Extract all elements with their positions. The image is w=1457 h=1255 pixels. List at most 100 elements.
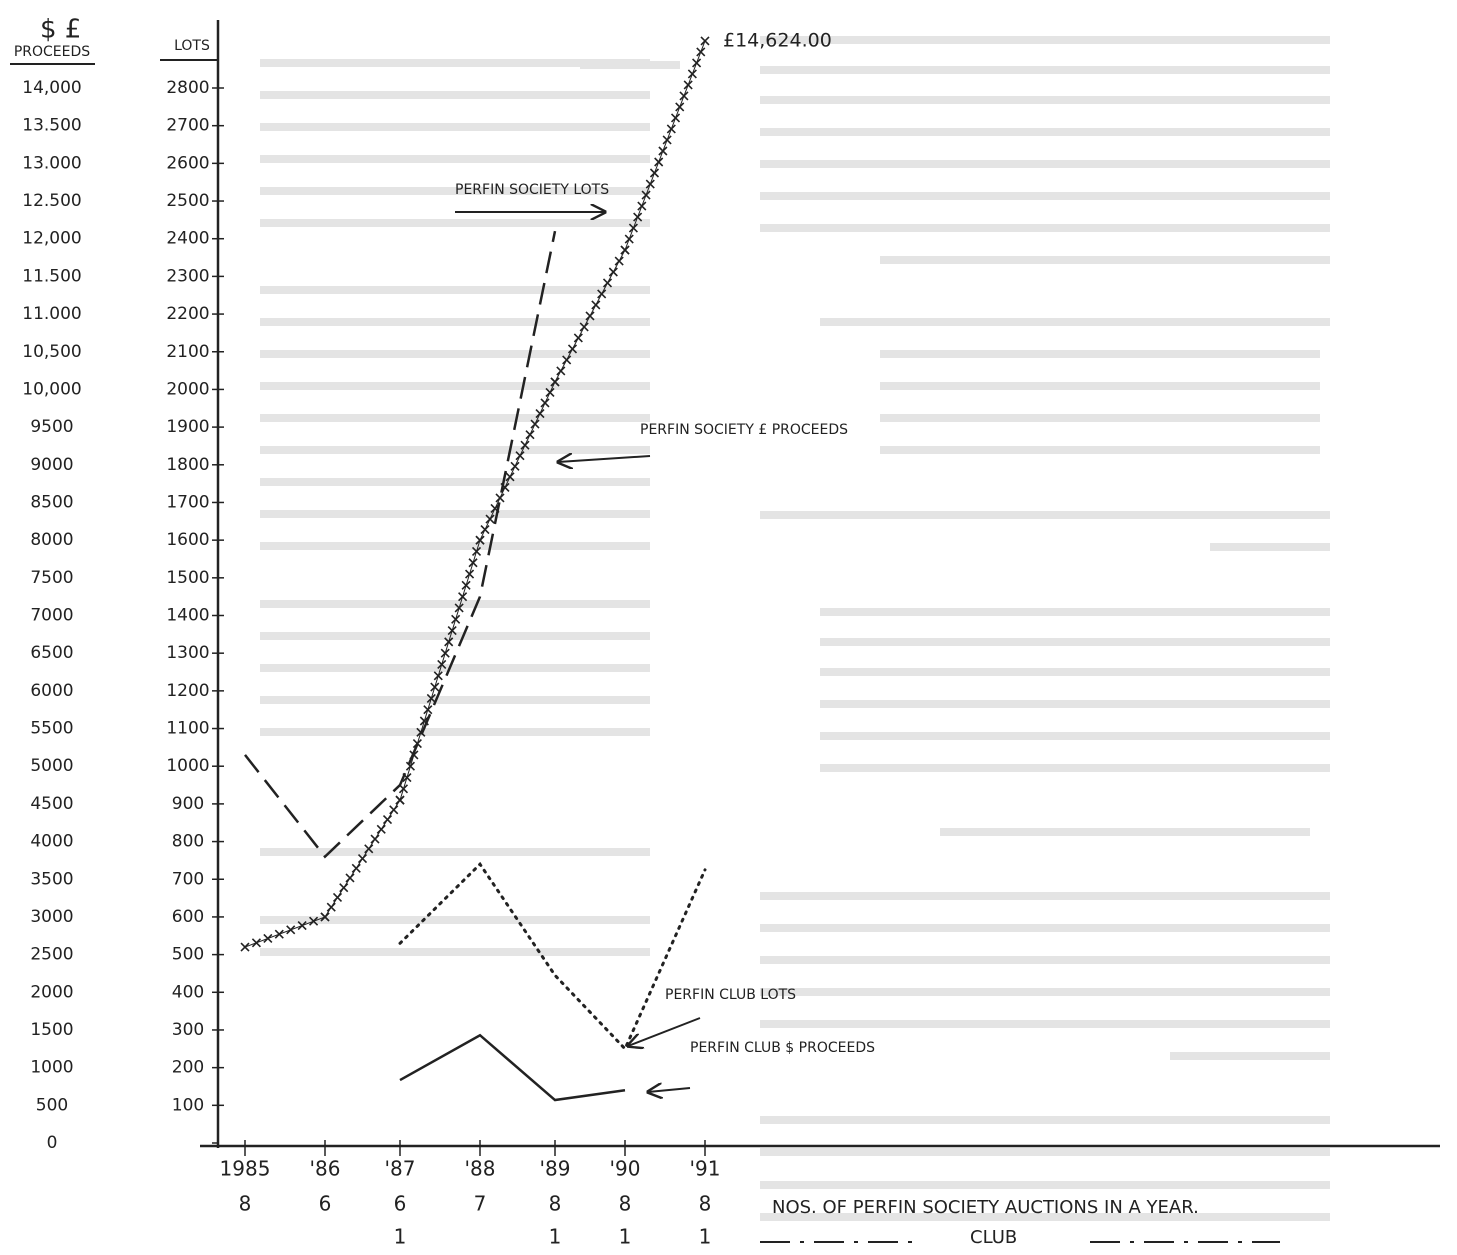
y-tick-label: 4000 — [30, 832, 73, 852]
cross-stroke — [441, 649, 449, 657]
y-tick-label: 13.000 — [22, 153, 81, 173]
chart: $ £ PROCEEDS LOTS 0500100015002000250030… — [0, 0, 1457, 1255]
y-tick-label: 8500 — [30, 492, 73, 512]
cross-stroke — [327, 903, 335, 911]
cross-stroke — [655, 158, 663, 166]
cross-stroke — [646, 180, 654, 188]
y2-tick-label: 1700 — [166, 492, 209, 512]
y2-tick-label: 2100 — [166, 342, 209, 362]
cross-stroke — [452, 615, 460, 623]
club-label: CLUB — [970, 1227, 1017, 1248]
cross-stroke — [697, 48, 705, 56]
auction-count: 8 — [619, 1192, 632, 1216]
cross-stroke — [466, 570, 474, 578]
cross-stroke — [557, 367, 565, 375]
cross-stroke — [615, 257, 623, 265]
y2-tick-label: 2200 — [166, 304, 209, 324]
y-tick-label: 6000 — [30, 681, 73, 701]
y-tick-label: 5000 — [30, 756, 73, 776]
cross-stroke — [481, 526, 489, 534]
y2-tick-label: 2000 — [166, 379, 209, 399]
y-tick-label: 14,000 — [22, 78, 81, 98]
cross-stroke — [541, 399, 549, 407]
y2-tick-label: 800 — [172, 832, 204, 852]
y2-tick-label: 1200 — [166, 681, 209, 701]
cross-stroke — [334, 893, 342, 901]
y2-tick-label: 100 — [172, 1095, 204, 1115]
x-tick-label: '89 — [540, 1157, 571, 1181]
y-tick-label: 6500 — [30, 643, 73, 663]
x-tick-label: '86 — [310, 1157, 341, 1181]
cross-stroke — [264, 934, 272, 942]
auction-count: 6 — [319, 1192, 332, 1216]
value-label: £14,624.00 — [723, 29, 832, 51]
y-tick-label: 9500 — [30, 417, 73, 437]
y2-tick-label: 1100 — [166, 719, 209, 739]
club-auction-count: 1 — [394, 1225, 407, 1249]
x-tick-label: '88 — [465, 1157, 496, 1181]
y-tick-label: 9000 — [30, 455, 73, 475]
y-tick-label: 10,500 — [22, 342, 81, 362]
cross-stroke — [346, 874, 354, 882]
y2-tick-label: 1800 — [166, 455, 209, 475]
series-label: PERFIN SOCIETY LOTS — [455, 182, 609, 198]
x-tick-label: '91 — [690, 1157, 721, 1181]
series-label: PERFIN CLUB $ PROCEEDS — [690, 1040, 875, 1056]
label-arrow — [558, 456, 650, 462]
y2-tick-label: 1900 — [166, 417, 209, 437]
y2-tick-label: 700 — [172, 869, 204, 889]
y2-label: LOTS — [174, 38, 210, 54]
y-tick-label: 2000 — [30, 982, 73, 1002]
cross-stroke — [701, 37, 709, 45]
y-tick-label: 5500 — [30, 719, 73, 739]
cross-stroke — [574, 334, 582, 342]
y2-tick-label: 1000 — [166, 756, 209, 776]
cross-stroke — [638, 202, 646, 210]
cross-stroke — [621, 246, 629, 254]
y-tick-label: 12.500 — [22, 191, 81, 211]
y2-tick-label: 600 — [172, 907, 204, 927]
y2-tick-label: 200 — [172, 1058, 204, 1078]
y2-tick-label: 2300 — [166, 266, 209, 286]
y-tick-label: 3500 — [30, 869, 73, 889]
cross-stroke — [676, 103, 684, 111]
x-tick-label: '87 — [385, 1157, 416, 1181]
y2-tick-label: 1300 — [166, 643, 209, 663]
cross-stroke — [377, 825, 385, 833]
y-tick-label: 0 — [47, 1133, 58, 1153]
cross-stroke — [390, 806, 398, 814]
auction-count: 7 — [474, 1192, 487, 1216]
cross-stroke — [592, 301, 600, 309]
y-tick-label: 500 — [36, 1095, 68, 1115]
cross-stroke — [625, 235, 633, 243]
club-auction-count: 1 — [619, 1225, 632, 1249]
y2-tick-label: 1600 — [166, 530, 209, 550]
cross-stroke — [275, 930, 283, 938]
y2-tick-label: 2700 — [166, 116, 209, 136]
y-tick-label: 13.500 — [22, 116, 81, 136]
cross-stroke — [496, 494, 504, 502]
cross-stroke — [659, 147, 667, 155]
y2-tick-label: 2800 — [166, 78, 209, 98]
y2-tick-label: 2600 — [166, 153, 209, 173]
series-line — [400, 1035, 625, 1100]
cross-stroke — [672, 114, 680, 122]
cross-stroke — [431, 683, 439, 691]
cross-stroke — [667, 125, 675, 133]
y-tick-label: 2500 — [30, 945, 73, 965]
cross-stroke — [424, 706, 432, 714]
y2-tick-label: 1400 — [166, 606, 209, 626]
cross-stroke — [684, 81, 692, 89]
cross-stroke — [663, 136, 671, 144]
auction-count: 8 — [549, 1192, 562, 1216]
y2-tick-label: 300 — [172, 1020, 204, 1040]
club-auction-count: 1 — [699, 1225, 712, 1249]
x-tick-label: '90 — [610, 1157, 641, 1181]
y-tick-label: 12,000 — [22, 229, 81, 249]
y-tick-label: 4500 — [30, 794, 73, 814]
cross-stroke — [252, 939, 260, 947]
cross-stroke — [693, 59, 701, 67]
y-tick-label: 8000 — [30, 530, 73, 550]
y-label: PROCEEDS — [14, 44, 90, 60]
y2-tick-label: 1500 — [166, 568, 209, 588]
